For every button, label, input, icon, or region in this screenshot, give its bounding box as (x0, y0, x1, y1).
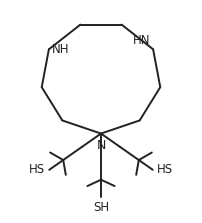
Text: HN: HN (133, 34, 150, 47)
Text: HS: HS (157, 163, 173, 176)
Text: N: N (96, 138, 106, 152)
Text: NH: NH (52, 43, 69, 56)
Text: HS: HS (29, 163, 45, 176)
Text: SH: SH (93, 201, 109, 214)
